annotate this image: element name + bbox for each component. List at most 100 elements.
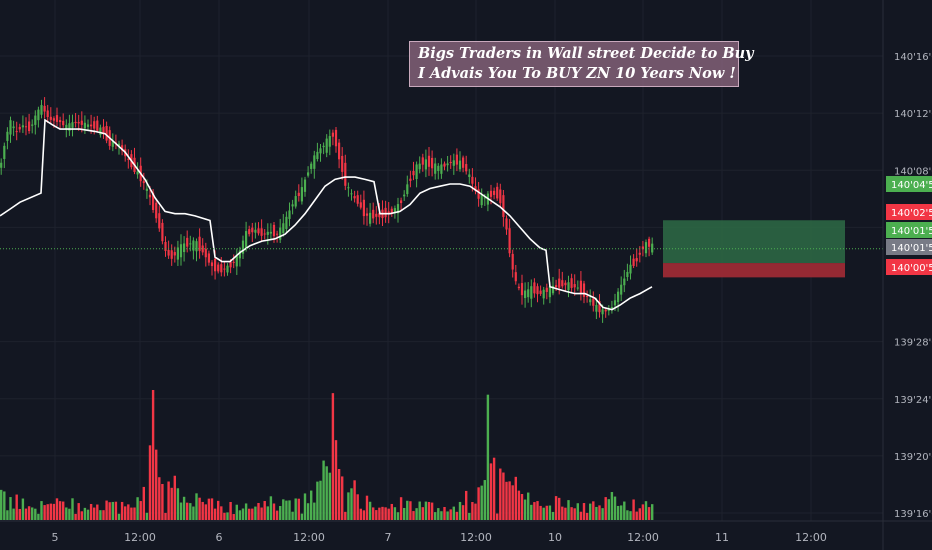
volume-bar xyxy=(86,509,90,520)
volume-bar xyxy=(409,501,412,520)
candle-body xyxy=(86,124,90,127)
price-badge xyxy=(886,239,932,255)
volume-bar xyxy=(15,494,18,520)
candle-body xyxy=(204,248,207,258)
candle-body xyxy=(288,210,291,219)
candle-body xyxy=(477,189,480,199)
volume-bar xyxy=(27,506,31,520)
volume-bar xyxy=(551,511,555,520)
candle-body xyxy=(520,283,524,296)
volume-bar xyxy=(474,503,477,520)
volume-bar xyxy=(313,502,316,520)
candle-body xyxy=(272,224,276,237)
candle-body xyxy=(524,290,527,299)
volume-bar xyxy=(530,504,533,520)
volume-bar xyxy=(217,500,220,520)
candle-body xyxy=(502,195,505,218)
candle-body xyxy=(347,187,350,189)
candle-body xyxy=(483,197,486,199)
volume-bar xyxy=(155,449,158,520)
volume-bar xyxy=(83,507,87,520)
profit-zone xyxy=(663,220,845,264)
candle-body xyxy=(183,243,186,253)
volume-bar xyxy=(279,506,282,520)
candle-body xyxy=(452,160,455,166)
candle-body xyxy=(179,244,183,258)
candle-body xyxy=(148,194,152,198)
volume-bar xyxy=(378,507,381,520)
price-badge xyxy=(886,204,932,220)
volume-bar xyxy=(406,500,409,520)
volume-bar xyxy=(80,511,83,520)
volume-bar xyxy=(55,498,59,520)
candle-body xyxy=(480,194,483,206)
volume-bar xyxy=(359,508,362,520)
candle-body xyxy=(65,124,68,129)
candle-body xyxy=(555,285,558,288)
candle-body xyxy=(226,265,229,273)
annotation-box: Bigs Traders in Wall street Decide to Bu… xyxy=(409,41,754,87)
volume-bar xyxy=(266,506,269,520)
volume-bar xyxy=(536,501,539,520)
volume-bar xyxy=(220,506,223,520)
volume-bar xyxy=(430,502,434,520)
volume-bar xyxy=(403,507,406,520)
volume-bar xyxy=(288,500,291,520)
volume-bar xyxy=(638,508,641,520)
volume-bar xyxy=(127,504,130,520)
volume-bar xyxy=(322,460,325,520)
candle-body xyxy=(613,300,617,306)
volume-bar xyxy=(582,503,586,520)
candle-body xyxy=(579,280,582,294)
volume-bar xyxy=(124,506,127,520)
candle-body xyxy=(629,264,632,274)
candle-body xyxy=(241,240,245,254)
candle-body xyxy=(49,116,52,120)
candle-body xyxy=(641,246,644,250)
volume-bar xyxy=(120,501,124,520)
volume-bar xyxy=(114,501,118,520)
candle-body xyxy=(232,261,235,263)
volume-bar xyxy=(337,469,341,520)
candle-body xyxy=(186,237,189,247)
candle-body xyxy=(77,122,80,124)
candle-body xyxy=(338,142,341,160)
volume-bar xyxy=(604,497,607,520)
candle-body xyxy=(468,174,471,178)
annotation-line-2: I Advais You To BUY ZN 10 Years Now ! xyxy=(418,65,736,82)
y-tick-label: 140'16'0 xyxy=(894,52,932,63)
y-tick-label: 139'20'0 xyxy=(894,452,932,463)
volume-bar xyxy=(554,496,558,520)
candle-body xyxy=(155,202,158,219)
volume-bar xyxy=(427,501,431,520)
volume-bar xyxy=(223,512,226,520)
volume-bar xyxy=(229,501,232,520)
volume-bar xyxy=(133,507,136,520)
volume-bar xyxy=(334,440,338,520)
volume-bar xyxy=(468,512,471,520)
volume-bar xyxy=(623,501,626,520)
candle-body xyxy=(12,126,15,129)
volume-bar xyxy=(34,508,37,520)
candle-body xyxy=(412,170,415,176)
volume-bar xyxy=(626,510,629,520)
volume-bar xyxy=(499,468,502,520)
volume-bar xyxy=(158,477,161,520)
volume-bar xyxy=(514,476,517,520)
candle-body xyxy=(90,124,93,127)
volume-bar xyxy=(452,506,455,520)
volume-bar xyxy=(3,491,6,520)
volume-bar xyxy=(539,505,542,520)
volume-bar xyxy=(148,445,152,520)
candle-body xyxy=(635,258,638,262)
candle-body xyxy=(328,136,331,147)
candle-body xyxy=(601,309,604,315)
volume-bar xyxy=(201,501,204,520)
volume-bar xyxy=(533,502,536,520)
candle-body xyxy=(37,109,40,121)
volume-bar xyxy=(31,507,34,520)
y-tick-label: 140'08'0 xyxy=(894,166,932,177)
candle-body xyxy=(229,261,232,268)
